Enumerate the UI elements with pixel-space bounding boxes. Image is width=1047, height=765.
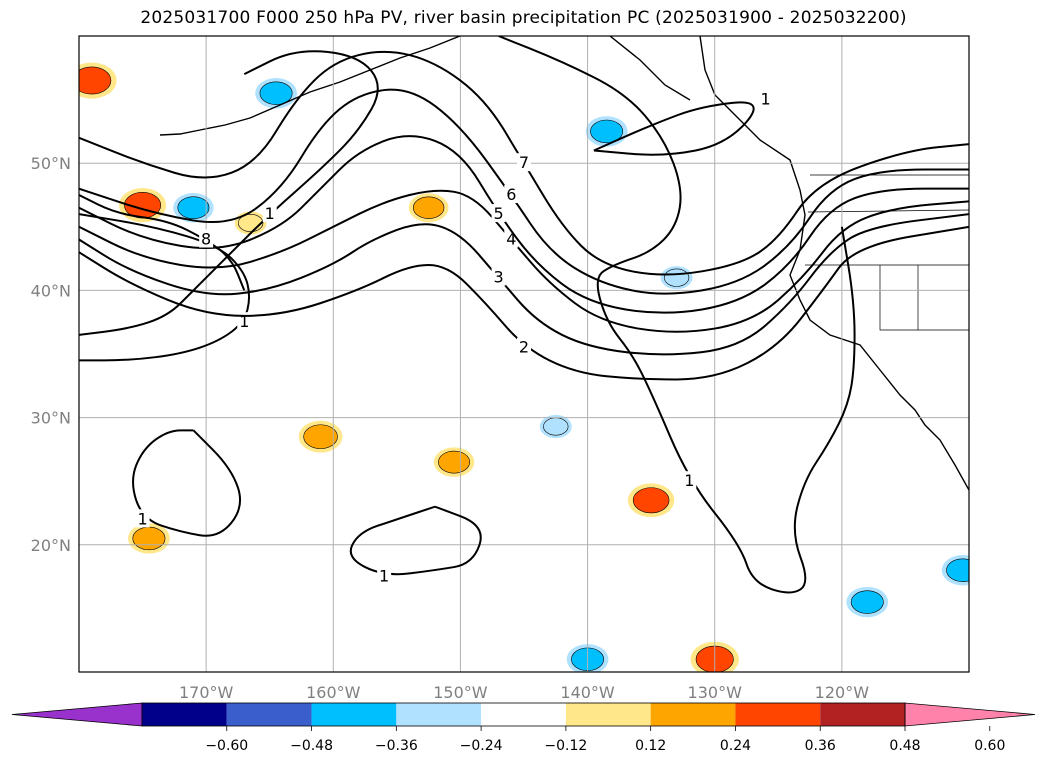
colorbar-tick-label: 0.60 [974,738,1005,754]
colorbar-segment [481,703,566,726]
contour-label: 3 [493,268,503,287]
pv-contour-line [349,505,482,576]
colorbar-extend-high [904,702,1036,727]
contour-label-bg [491,204,506,223]
precip-cell [412,196,445,219]
state-borders-layer [805,174,969,331]
precip-shading-layer [79,62,969,672]
contour-label-bg [135,509,150,528]
colorbar-segment [735,703,821,726]
precip-cell-core [644,495,658,506]
colorbar-tick-label: −0.48 [290,738,333,754]
pv-contour-line [79,135,969,314]
lon-tick-label: 130°W [688,683,743,702]
lat-tick-label: 50°N [31,154,71,173]
colorbar-tick-label: 0.48 [889,738,920,754]
colorbar-tick-label: −0.36 [375,738,418,754]
precip-cell [177,196,210,220]
contour-label-bg [491,267,506,286]
contour-label-bg [682,471,697,490]
colorbar-tick-label: 0.24 [720,738,751,754]
colorbar-extend-low [11,702,143,727]
colorbar-segment [650,703,736,726]
pv-contour-line [593,101,755,156]
lat-tick-label: 30°N [31,409,71,428]
colorbar-segment [226,703,312,726]
pv-contour-line [79,194,246,291]
pv-contour-line [79,189,969,333]
contour-label: 1 [760,90,770,109]
pv-contour-line [79,225,969,381]
contour-label: 1 [137,509,147,528]
precip-cell [438,450,471,474]
lon-tick-label: 170°W [179,683,234,702]
lat-tick-label: 20°N [31,536,71,555]
colorbar: −0.60 −0.48 −0.36 −0.24 −0.12 0.12 0.24 0.36 0.4… [11,702,1036,754]
contour-label-bg [262,204,277,223]
contour-label: 7 [519,153,529,172]
contour-label: 8 [201,230,211,249]
map-frame [78,35,970,673]
contour-label-bg [377,566,392,585]
colorbar-segment [820,703,905,726]
lon-tick-label: 140°W [560,683,615,702]
north-america-coastline [699,36,969,491]
contour-label-bg [199,229,214,248]
precip-cell [663,268,690,287]
contour-label: 5 [493,204,503,223]
precip-cell [132,526,166,551]
lon-tick-label: 150°W [433,683,488,702]
axis-labels: 170°W 160°W 150°W 140°W 130°W 120°W 20°N 30°N 40… [31,154,870,702]
contour-label-bg [504,185,519,203]
colorbar-tick-label: 0.36 [805,738,836,754]
precip-cell [946,558,969,582]
pv-contour-line [79,88,969,295]
pv-contour-line [79,50,379,336]
colorbar-tick-label: −0.24 [460,738,503,754]
pv-contour-line [79,50,969,276]
lat-tick-label: 40°N [31,281,71,300]
alaska-coastline [159,36,461,136]
alaska-peninsula [609,36,691,101]
lon-tick-label: 160°W [306,683,361,702]
precip-cell-core [84,74,99,87]
precip-cell [543,417,569,436]
colorbar-segment [565,703,651,726]
colorbar-frame [141,702,906,727]
coastline-layer [159,36,969,491]
chart-title: 2025031700 F000 250 hPa PV, river basin … [140,8,907,28]
contour-label: 1 [265,204,275,223]
precip-cell [850,590,884,614]
pv-contour-line [79,213,969,356]
lon-tick-label: 120°W [815,683,870,702]
california-nevada-border [879,265,969,331]
precip-cell [590,119,624,144]
contour-label: 1 [684,471,694,490]
colorbar-segment [142,703,227,726]
contour-label-bg [517,153,531,172]
contour-label: 1 [239,312,249,331]
colorbar-segment [311,703,397,726]
contour-label: 1 [379,567,389,586]
contour-label: 2 [519,338,529,357]
pv-contour-line [79,213,251,362]
precip-cell [303,424,338,449]
colorbar-tick-label: −0.60 [205,738,248,754]
colorbar-segment [396,703,482,726]
pv-contour-line [498,36,856,594]
colorbar-tick-label: 0.12 [635,738,666,754]
pv-contour-line [132,429,242,537]
contour-label-bg [517,337,531,356]
precip-cell [259,81,293,105]
contour-label: 6 [506,185,516,204]
contour-label-bg [758,89,773,108]
colorbar-tick-label: −0.12 [544,738,587,754]
contour-label: 4 [506,230,516,249]
